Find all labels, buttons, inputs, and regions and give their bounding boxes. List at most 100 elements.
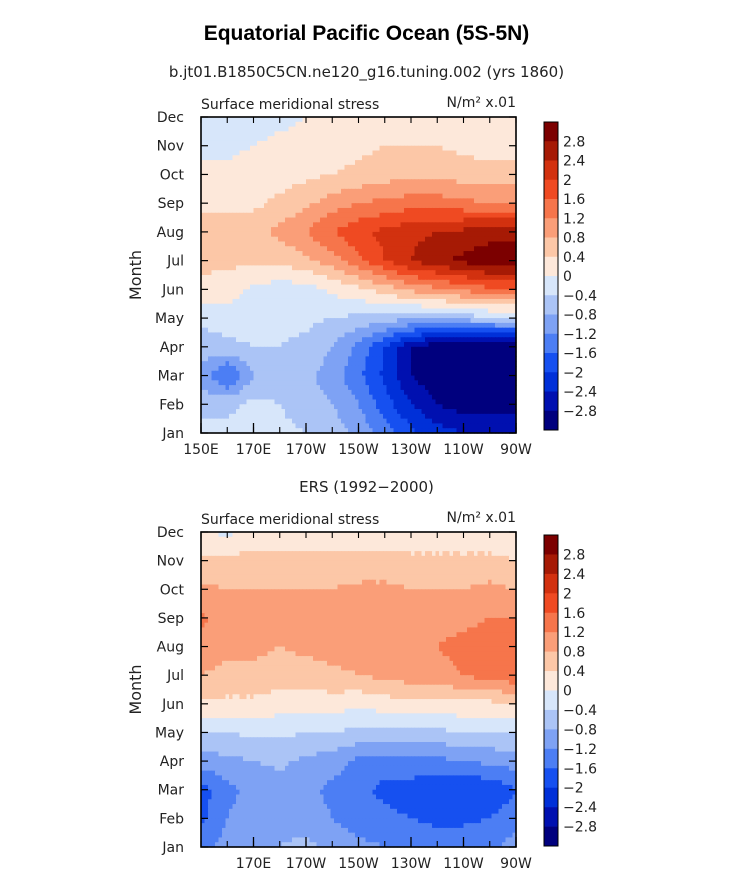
contour-cell bbox=[439, 279, 444, 286]
contour-cell bbox=[288, 298, 293, 305]
contour-cell bbox=[512, 203, 517, 209]
contour-cell bbox=[246, 231, 251, 238]
contour-cell bbox=[337, 270, 342, 276]
contour-cell bbox=[383, 251, 388, 257]
contour-cell bbox=[257, 236, 262, 243]
contour-cell bbox=[453, 169, 458, 176]
contour-cell bbox=[309, 246, 314, 252]
contour-cell bbox=[232, 164, 237, 171]
contour-cell bbox=[208, 322, 213, 329]
contour-cell bbox=[253, 140, 258, 147]
contour-cell bbox=[218, 294, 223, 300]
contour-cell bbox=[267, 380, 272, 386]
contour-cell bbox=[390, 217, 395, 223]
contour-cell bbox=[218, 117, 223, 123]
contour-cell bbox=[344, 265, 349, 271]
contour-cell bbox=[358, 351, 363, 357]
contour-cell bbox=[218, 375, 223, 381]
contour-cell bbox=[432, 231, 437, 238]
contour-cell bbox=[488, 308, 493, 314]
contour-cell bbox=[337, 136, 342, 142]
contour-cell bbox=[288, 131, 293, 137]
contour-cell bbox=[477, 121, 482, 128]
contour-cell bbox=[295, 207, 300, 214]
contour-cell bbox=[400, 217, 405, 223]
contour-cell bbox=[208, 279, 213, 286]
contour-cell bbox=[491, 279, 496, 286]
contour-cell bbox=[404, 275, 409, 281]
contour-cell bbox=[239, 332, 244, 338]
contour-cell bbox=[470, 188, 475, 195]
contour-cell bbox=[481, 203, 486, 209]
contour-cell bbox=[299, 361, 304, 367]
contour-cell bbox=[267, 322, 272, 329]
contour-cell bbox=[453, 351, 458, 357]
contour-cell bbox=[498, 375, 503, 381]
contour-cell bbox=[425, 246, 430, 252]
contour-cell bbox=[327, 121, 332, 128]
contour-cell bbox=[474, 361, 479, 367]
contour-cell bbox=[253, 279, 258, 286]
contour-cell bbox=[362, 188, 367, 195]
contour-cell bbox=[215, 222, 220, 228]
contour-cell bbox=[246, 375, 251, 381]
contour-cell bbox=[369, 217, 374, 223]
contour-cell bbox=[386, 169, 391, 176]
contour-cell bbox=[481, 313, 486, 319]
contour-cell bbox=[498, 342, 503, 348]
contour-cell bbox=[295, 145, 300, 152]
contour-cell bbox=[281, 222, 286, 228]
contour-cell bbox=[407, 260, 412, 267]
contour-cell bbox=[505, 308, 510, 314]
contour-cell bbox=[404, 207, 409, 214]
contour-cell bbox=[351, 251, 356, 257]
contour-cell bbox=[229, 145, 234, 152]
contour-cell bbox=[470, 241, 475, 247]
contour-cell bbox=[334, 298, 339, 305]
contour-cell bbox=[404, 131, 409, 137]
contour-cell bbox=[435, 241, 440, 247]
contour-cell bbox=[439, 212, 444, 219]
contour-cell bbox=[281, 193, 286, 199]
contour-cell bbox=[243, 217, 248, 223]
contour-cell bbox=[337, 375, 342, 381]
contour-cell bbox=[365, 217, 370, 223]
contour-cell bbox=[421, 375, 426, 381]
contour-cell bbox=[348, 279, 353, 286]
contour-cell bbox=[369, 188, 374, 195]
contour-cell bbox=[362, 236, 367, 243]
contour-cell bbox=[264, 164, 269, 171]
contour-cell bbox=[460, 284, 465, 290]
contour-cell bbox=[330, 294, 335, 300]
contour-cell bbox=[218, 251, 223, 257]
contour-cell bbox=[222, 279, 227, 286]
contour-cell bbox=[498, 155, 503, 161]
contour-cell bbox=[222, 212, 227, 219]
contour-cell bbox=[383, 351, 388, 357]
contour-cell bbox=[407, 231, 412, 238]
contour-cell bbox=[453, 289, 458, 295]
contour-cell bbox=[243, 121, 248, 128]
contour-cell bbox=[337, 251, 342, 257]
contour-cell bbox=[453, 265, 458, 271]
contour-cell bbox=[288, 179, 293, 185]
contour-cell bbox=[222, 370, 227, 377]
contour-cell bbox=[302, 145, 307, 152]
contour-cell bbox=[397, 279, 402, 286]
contour-cell bbox=[397, 346, 402, 353]
contour-cell bbox=[250, 193, 255, 199]
contour-cell bbox=[208, 246, 213, 252]
contour-cell bbox=[435, 174, 440, 180]
contour-cell bbox=[211, 121, 216, 128]
contour-cell bbox=[467, 155, 472, 161]
contour-cell bbox=[411, 117, 416, 123]
contour-cell bbox=[495, 303, 500, 310]
contour-cell bbox=[512, 179, 517, 185]
contour-cell bbox=[204, 351, 209, 357]
contour-cell bbox=[330, 193, 335, 199]
contour-cell bbox=[211, 227, 216, 233]
contour-cell bbox=[376, 270, 381, 276]
contour-cell bbox=[383, 332, 388, 338]
contour-cell bbox=[456, 222, 461, 228]
